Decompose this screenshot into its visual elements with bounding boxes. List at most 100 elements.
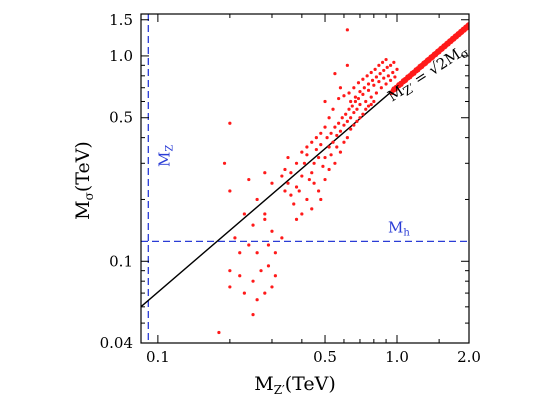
data-point (369, 95, 373, 99)
data-point (364, 107, 368, 111)
data-point (327, 167, 331, 172)
data-point (255, 251, 259, 255)
data-point (355, 107, 359, 111)
data-point (305, 197, 309, 202)
data-point (228, 285, 232, 289)
data-point (345, 28, 349, 32)
data-point (259, 269, 263, 273)
data-point (333, 161, 337, 165)
data-point (310, 207, 314, 211)
data-point (366, 104, 371, 108)
data-point (355, 119, 359, 123)
data-point (247, 243, 251, 247)
y-tick-label: 1.0 (109, 47, 133, 65)
data-point (349, 116, 353, 120)
data-point (273, 274, 277, 278)
data-point (263, 217, 267, 221)
data-point (337, 96, 341, 101)
data-point (228, 189, 232, 193)
x-tick-label: 2.0 (457, 348, 481, 366)
data-point (310, 140, 314, 144)
data-point (263, 171, 267, 175)
data-point (338, 86, 343, 90)
data-point (255, 298, 259, 302)
data-point (329, 153, 333, 157)
data-point (372, 83, 376, 87)
data-point (312, 161, 316, 165)
data-point (384, 57, 388, 62)
data-point (233, 236, 237, 240)
data-point (384, 82, 388, 86)
data-point (369, 70, 373, 75)
data-point (352, 123, 356, 127)
data-point (353, 99, 358, 104)
data-point (377, 79, 381, 84)
data-point (319, 142, 323, 147)
data-point (352, 86, 356, 90)
data-point (342, 140, 346, 144)
data-point (358, 102, 362, 107)
data-point (352, 110, 356, 115)
y-tick-label: 1.5 (109, 11, 133, 29)
data-point (353, 95, 358, 99)
x-axis-title-unit: (TeV) (285, 373, 336, 395)
x-tick-label: 0.5 (313, 348, 337, 366)
data-point (333, 125, 337, 129)
data-point (247, 177, 251, 182)
data-point (392, 60, 396, 64)
data-point (314, 136, 318, 140)
data-point (238, 251, 242, 255)
data-point (365, 74, 369, 78)
data-point (370, 78, 375, 82)
data-point (222, 161, 227, 165)
data-point (350, 104, 354, 108)
data-point (338, 129, 343, 133)
y-axis-title-sub: σ (82, 192, 96, 200)
data-point (242, 212, 246, 216)
data-point (344, 112, 348, 116)
data-point (286, 181, 290, 185)
data-point (305, 145, 309, 149)
data-point (263, 212, 267, 216)
data-point (329, 131, 333, 135)
x-axis-title-main: M (254, 373, 273, 395)
data-point (340, 116, 344, 120)
data-point (366, 82, 371, 86)
data-point (300, 212, 304, 216)
data-point (338, 150, 343, 154)
data-point (342, 94, 346, 98)
data-point (319, 197, 323, 202)
data-point (323, 99, 327, 104)
data-point (300, 174, 304, 178)
data-point (385, 65, 389, 69)
reference-label-vertical: MZ (155, 145, 175, 167)
data-point (228, 121, 232, 125)
data-point (242, 291, 246, 295)
data-point (321, 164, 325, 168)
y-axis-title-main: M (72, 200, 94, 219)
plot-frame (140, 13, 470, 344)
data-point (300, 150, 304, 154)
data-point (263, 291, 267, 295)
data-point (305, 153, 309, 157)
reference-label-vertical-sub: Z (164, 145, 175, 152)
data-point (255, 197, 259, 202)
data-point (372, 99, 376, 104)
data-point (283, 189, 287, 193)
data-point (283, 167, 287, 172)
data-point (358, 90, 362, 94)
reference-label-horizontal-main: M (388, 218, 403, 236)
data-point (333, 72, 337, 76)
x-tick-label: 1.0 (385, 348, 409, 366)
data-point (280, 174, 284, 178)
data-point (317, 155, 321, 160)
data-point (273, 251, 277, 255)
data-point (342, 123, 346, 127)
plot-area (141, 14, 469, 343)
reference-label-vertical-main: M (155, 152, 173, 167)
y-tick-label: 0.04 (100, 334, 133, 352)
data-point (335, 145, 339, 149)
data-point (312, 181, 316, 185)
